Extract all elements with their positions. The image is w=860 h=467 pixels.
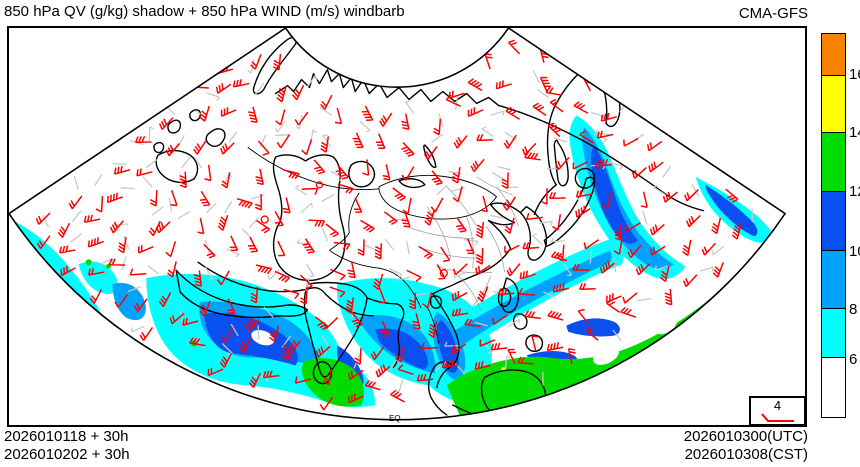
colorbar-tick-label: 8 <box>849 301 858 318</box>
model-label: CMA-GFS <box>738 5 808 22</box>
valid-time-block: 2026010300(UTC) 2026010308(CST) <box>684 428 808 464</box>
colorbar-tick-label: 14 <box>849 124 860 141</box>
barb-legend-box: 4 <box>749 396 806 426</box>
equator-label: EQ <box>389 414 401 423</box>
colorbar-segment <box>822 191 845 251</box>
colorbar-segment <box>822 308 845 358</box>
map-fan-boundary <box>9 28 787 421</box>
colorbar-tick-label: 10 <box>849 243 860 260</box>
colorbar <box>821 33 846 418</box>
qv-dry-holes <box>251 317 677 365</box>
page-title: 850 hPa QV (g/kg) shadow + 850 hPa WIND … <box>4 3 405 20</box>
valid-time-cst: 2026010308(CST) <box>684 446 808 463</box>
colorbar-segment <box>822 34 845 76</box>
init-time-block: 2026010118 + 30h 2026010202 + 30h <box>4 428 130 464</box>
forecast-wind-barbs <box>35 39 742 411</box>
colorbar-segment <box>822 251 845 309</box>
init-time-cst: 2026010202 + 30h <box>4 446 130 463</box>
province-borders <box>406 176 519 310</box>
map-plot-frame <box>7 26 807 427</box>
colorbar-tick-label: 12 <box>849 183 860 200</box>
calm-wind-circles <box>260 181 448 278</box>
colorbar-segment <box>822 133 845 192</box>
barb-legend-value: 4 <box>773 398 782 413</box>
colorbar-tick-label: 6 <box>849 351 858 368</box>
colorbar-segment <box>822 358 845 417</box>
wind-barb-icon <box>761 413 794 422</box>
init-time-utc: 2026010118 + 30h <box>4 428 129 445</box>
valid-time-utc: 2026010300(UTC) <box>683 428 808 445</box>
colorbar-tick-label: 16 <box>849 66 860 83</box>
colorbar-segment <box>822 75 845 133</box>
weather-map <box>9 28 787 421</box>
